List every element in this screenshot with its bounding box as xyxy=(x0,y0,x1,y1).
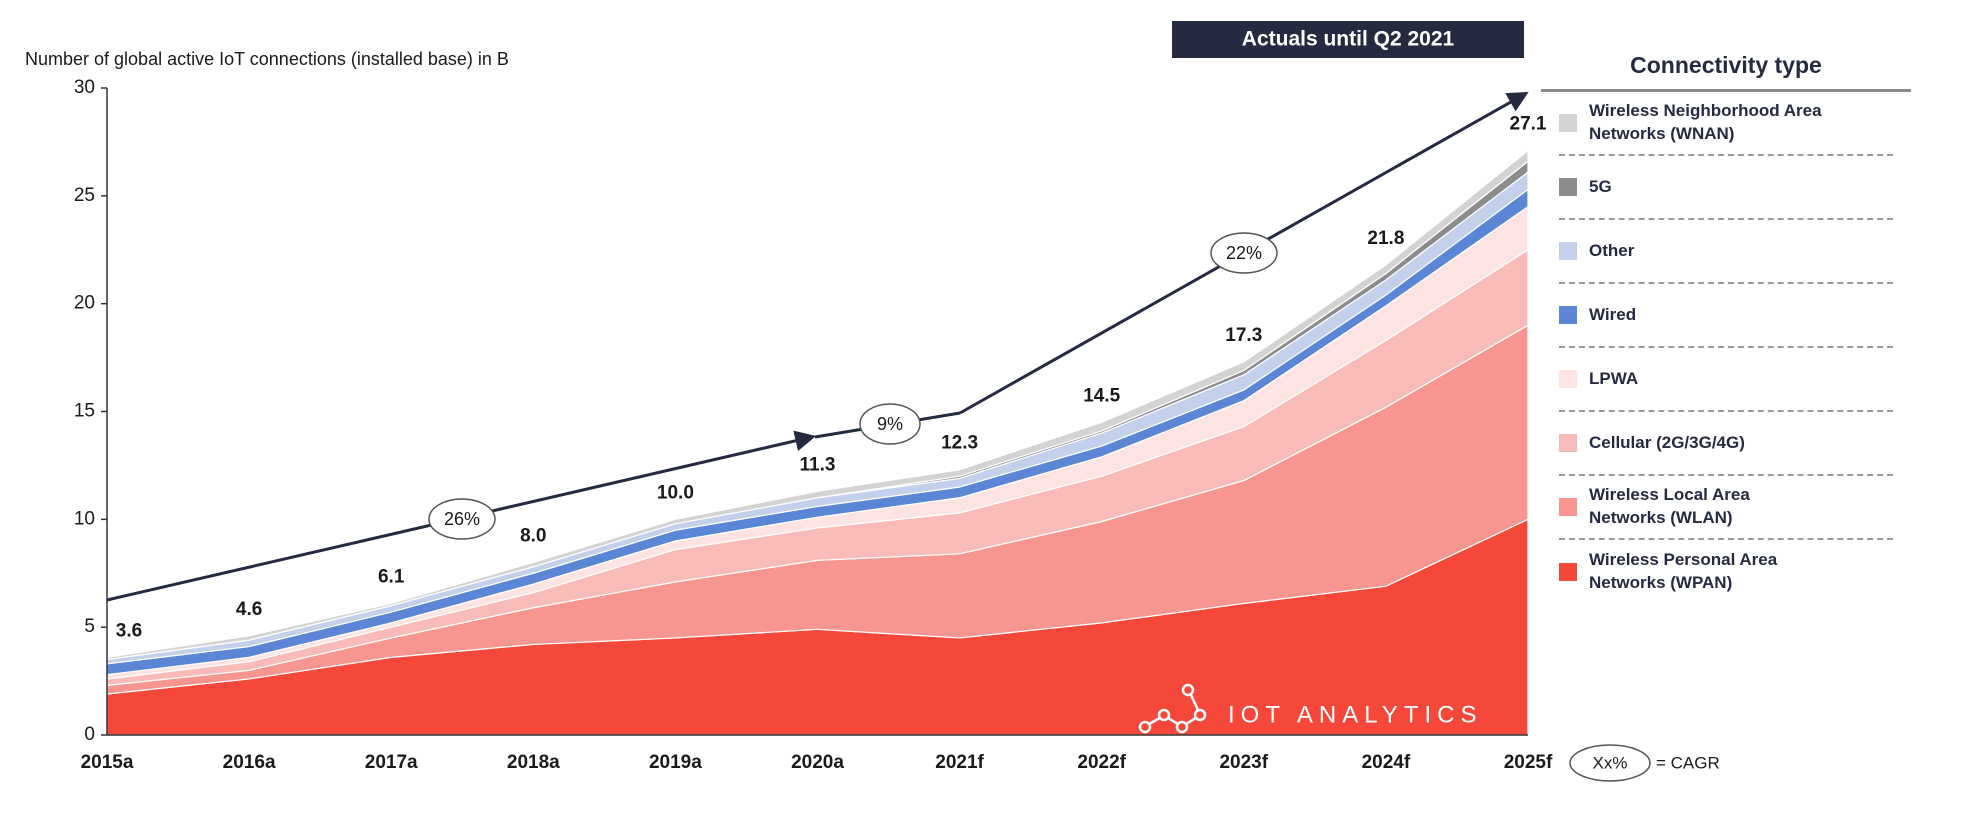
cagr-label: 22% xyxy=(1226,243,1262,263)
legend-item: 5G xyxy=(1559,156,1893,220)
x-tick-label: 2022f xyxy=(1077,752,1126,773)
legend-swatch xyxy=(1559,178,1577,196)
legend-label: Wireless Personal Area Networks (WPAN) xyxy=(1589,550,1778,592)
legend-item: Cellular (2G/3G/4G) xyxy=(1559,412,1893,476)
legend-label: LPWA xyxy=(1589,368,1639,388)
legend: Connectivity type Wireless Neighborhood … xyxy=(1541,52,1911,604)
x-tick-label: 2017a xyxy=(365,752,418,773)
x-tick-label: 2016a xyxy=(223,752,276,773)
legend-item: LPWA xyxy=(1559,348,1893,412)
legend-item: Wireless Personal Area Networks (WPAN) xyxy=(1559,540,1893,604)
y-tick-label: 0 xyxy=(84,724,95,745)
cagr-key: Xx% xyxy=(1593,753,1628,772)
x-tick-label: 2024f xyxy=(1362,752,1411,773)
legend-label: Cellular (2G/3G/4G) xyxy=(1589,432,1745,452)
total-label: 11.3 xyxy=(800,454,836,475)
legend-swatch xyxy=(1559,306,1577,324)
total-label: 10.0 xyxy=(657,482,694,503)
total-label: 8.0 xyxy=(520,525,546,546)
cagr-key-oval xyxy=(1569,744,1651,782)
legend-label: 5G xyxy=(1589,176,1612,196)
legend-swatch xyxy=(1559,114,1577,132)
total-label: 14.5 xyxy=(1083,385,1120,406)
x-tick-label: 2015a xyxy=(81,752,134,773)
x-tick-label: 2021f xyxy=(935,752,984,773)
y-tick-label: 20 xyxy=(74,293,95,314)
cagr-ovals: 26% 9% 22% xyxy=(428,232,1278,540)
x-tick-label: 2019a xyxy=(649,752,702,773)
y-axis-title: Number of global active IoT connections … xyxy=(25,49,509,69)
y-tick-label: 25 xyxy=(74,185,95,206)
legend-label: Wireless Neighborhood Area Networks (WNA… xyxy=(1589,101,1822,143)
y-tick-label: 30 xyxy=(74,77,95,98)
legend-swatch xyxy=(1559,498,1577,516)
x-tick-label: 2018a xyxy=(507,752,560,773)
brand-logo xyxy=(1138,683,1207,734)
actuals-note: Actuals until Q2 2021 xyxy=(1242,28,1455,51)
legend-item: Wired xyxy=(1559,284,1893,348)
areas xyxy=(106,149,1529,736)
cagr-label: 9% xyxy=(877,414,903,434)
cagr-oval xyxy=(428,498,496,540)
legend-title: Connectivity type xyxy=(1541,52,1911,92)
cagr-oval xyxy=(1210,232,1278,274)
total-label: 21.8 xyxy=(1367,228,1404,249)
y-tick-label: 5 xyxy=(84,616,95,637)
legend-swatch xyxy=(1559,370,1577,388)
legend-item: Wireless Local Area Networks (WLAN) xyxy=(1559,476,1893,540)
legend-swatch xyxy=(1559,563,1577,581)
legend-label: Other xyxy=(1589,240,1635,260)
legend-item: Other xyxy=(1559,220,1893,284)
actuals-box xyxy=(1172,21,1524,58)
brand: IOT ANALYTICS xyxy=(1228,701,1483,728)
legend-item: Wireless Neighborhood Area Networks (WNA… xyxy=(1559,92,1893,156)
x-tick-label: 2025f xyxy=(1504,752,1553,773)
y-tick-label: 10 xyxy=(74,508,95,529)
total-label: 17.3 xyxy=(1225,325,1262,346)
total-label: 27.1 xyxy=(1510,114,1547,135)
cagr-key-text: = CAGR xyxy=(1656,753,1720,772)
legend-swatch xyxy=(1559,242,1577,260)
cagr-label: 26% xyxy=(444,509,480,529)
legend-label: Wireless Local Area Networks (WLAN) xyxy=(1589,485,1750,527)
y-tick-label: 15 xyxy=(74,401,95,422)
axes: 0 5 10 15 20 25 30 2015a 2016a 2017a 2018a 2019a 202… xyxy=(74,77,1553,773)
total-label: 6.1 xyxy=(378,566,405,587)
x-tick-label: 2020a xyxy=(791,752,844,773)
legend-label: Wired xyxy=(1589,304,1637,324)
area xyxy=(106,149,1529,661)
legend-items: Wireless Neighborhood Area Networks (WNA… xyxy=(1541,92,1911,604)
cagr-oval xyxy=(859,403,921,445)
total-label: 3.6 xyxy=(116,620,142,641)
total-label: 4.6 xyxy=(236,599,262,620)
total-label: 12.3 xyxy=(941,433,978,454)
x-tick-label: 2023f xyxy=(1219,752,1268,773)
legend-swatch xyxy=(1559,434,1577,452)
